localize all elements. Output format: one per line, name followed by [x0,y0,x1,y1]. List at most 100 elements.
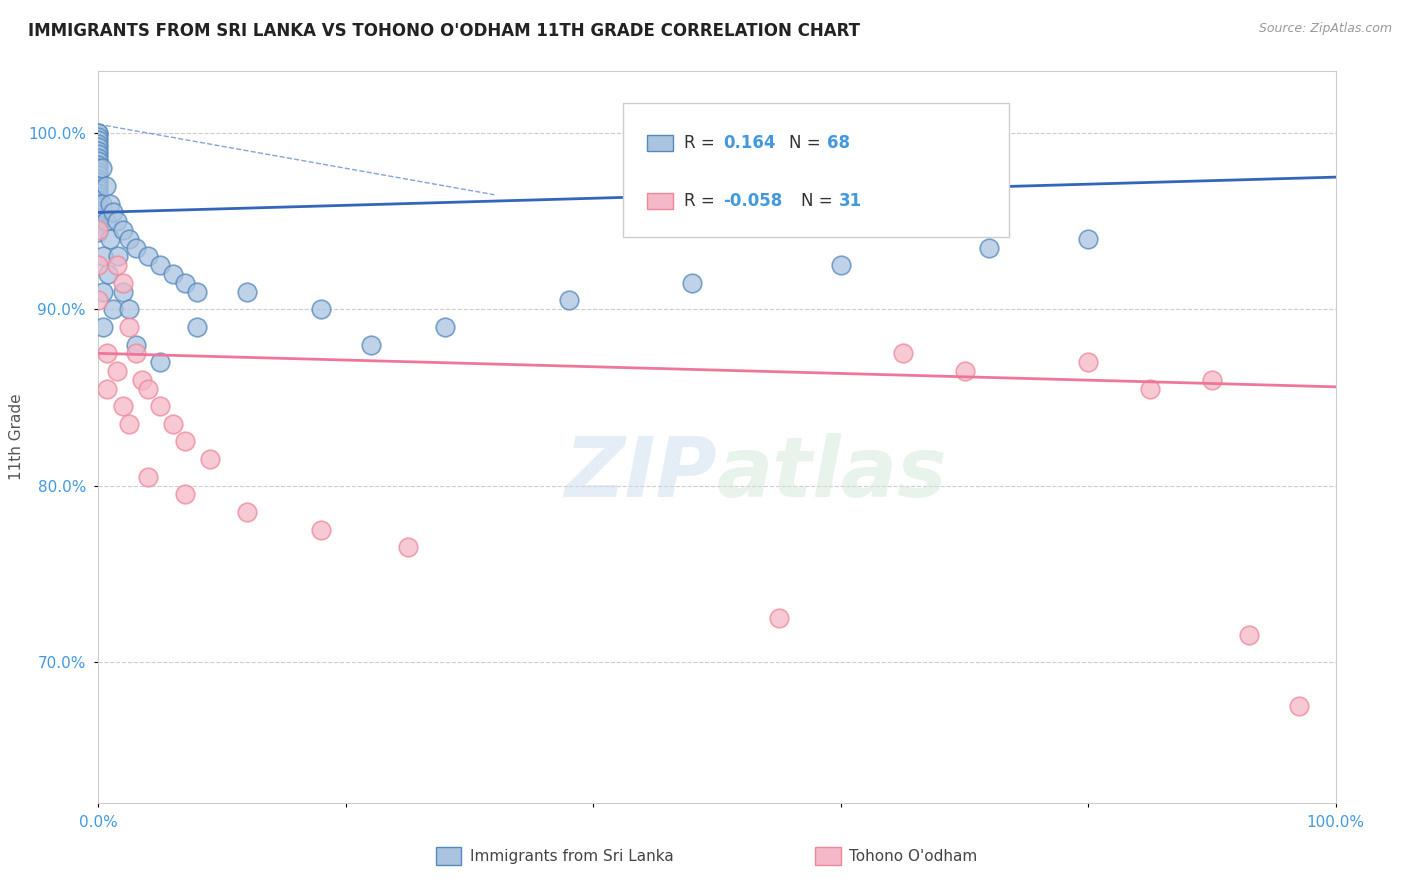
Point [174,276,197,290]
Point [105,214,128,228]
Text: N =: N = [789,134,821,152]
Point [91,196,114,211]
Point [87,133,110,147]
Point [87,161,110,176]
Point [87,186,110,200]
Point [87,207,110,221]
Point [174,434,197,449]
Point [87,258,110,272]
Text: atlas: atlas [717,434,948,514]
Point [309,302,332,317]
Point [124,337,146,351]
Point [236,285,259,299]
Point [87,293,110,308]
Text: Source: ZipAtlas.com: Source: ZipAtlas.com [1258,22,1392,36]
Point [1077,232,1099,246]
Point [149,355,172,369]
Point [1077,355,1099,369]
Point [87,196,110,211]
Point [87,182,110,196]
Point [112,276,135,290]
Point [87,140,110,154]
Point [87,203,110,218]
Point [124,241,146,255]
Point [97,267,120,281]
Point [94,178,117,193]
Point [87,144,110,158]
Point [96,346,118,360]
Point [891,346,914,360]
Point [186,285,208,299]
Point [87,158,110,172]
Point [1288,698,1310,713]
Point [87,126,110,140]
Point [87,211,110,225]
Point [87,218,110,232]
Point [433,320,456,334]
Point [87,223,110,237]
Point [149,258,172,272]
Point [87,193,110,207]
Point [87,165,110,179]
Point [236,505,259,519]
Point [107,249,129,263]
Point [396,540,419,554]
Point [112,223,135,237]
Point [118,320,141,334]
Point [87,225,110,239]
Text: 31: 31 [838,192,862,211]
Point [360,337,382,351]
Point [124,346,146,360]
Point [98,232,121,246]
Point [1237,628,1260,642]
Point [87,178,110,193]
Point [953,364,976,378]
Point [98,196,121,211]
Point [87,175,110,189]
Point [174,487,197,501]
Point [87,172,110,186]
Point [103,205,125,219]
Point [136,469,159,483]
Text: Tohono O'odham: Tohono O'odham [849,849,977,863]
Point [103,302,125,317]
Point [681,276,703,290]
Point [87,169,110,183]
Point [93,285,115,299]
Text: ZIP: ZIP [564,434,717,514]
Point [87,200,110,214]
Point [979,241,1001,255]
Point [131,373,153,387]
Point [93,320,115,334]
Point [87,189,110,203]
Point [830,258,852,272]
Y-axis label: 11th Grade: 11th Grade [10,393,24,481]
Text: 0.164: 0.164 [723,134,776,152]
Point [118,232,141,246]
Point [94,214,117,228]
Point [162,417,184,431]
Text: 68: 68 [827,134,851,152]
Point [105,364,128,378]
Point [87,136,110,151]
Text: Immigrants from Sri Lanka: Immigrants from Sri Lanka [470,849,673,863]
Point [87,154,110,169]
Point [557,293,579,308]
Point [105,258,128,272]
Text: R =: R = [683,192,720,211]
Point [112,399,135,413]
Point [93,249,115,263]
Point [309,523,332,537]
Text: R =: R = [683,134,720,152]
Point [87,126,110,140]
Point [87,147,110,161]
Point [87,221,110,235]
Point [136,249,159,263]
Point [87,129,110,144]
Text: IMMIGRANTS FROM SRI LANKA VS TOHONO O'ODHAM 11TH GRADE CORRELATION CHART: IMMIGRANTS FROM SRI LANKA VS TOHONO O'OD… [28,22,860,40]
Point [198,452,221,467]
Point [1201,373,1223,387]
Point [87,151,110,165]
Point [118,417,141,431]
Text: N =: N = [800,192,832,211]
